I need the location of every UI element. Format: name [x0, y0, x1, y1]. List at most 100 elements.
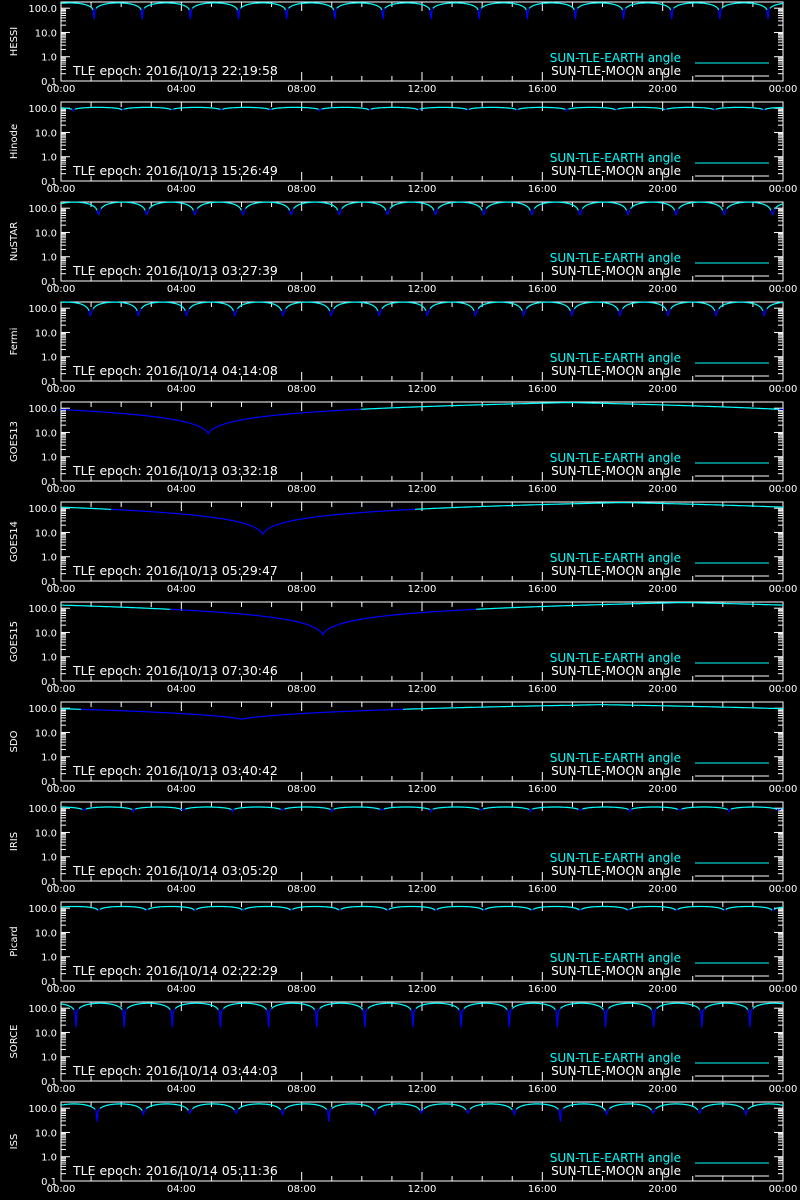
sun-tle-earth-curve [651, 1008, 658, 1028]
sun-tle-earth-curve [60, 201, 98, 211]
sun-tle-earth-curve [184, 308, 190, 318]
y-tick-label: 0.1 [41, 977, 57, 988]
sun-tle-earth-curve [341, 201, 387, 211]
sun-tle-earth-curve [284, 1103, 328, 1110]
x-tick-label: 08:00 [287, 184, 316, 195]
y-tick-label: 100.0 [28, 904, 57, 915]
sun-tle-earth-curve [432, 2, 479, 11]
sun-tle-earth-curve [477, 7, 482, 20]
sun-tle-earth-curve [402, 703, 783, 710]
tle-epoch-label: TLE epoch: 2016/10/13 07:30:46 [72, 663, 278, 678]
sun-tle-earth-curve [604, 1108, 610, 1117]
sun-tle-earth-curve [615, 108, 618, 111]
sun-tle-earth-curve [573, 7, 578, 20]
sun-tle-earth-curve [770, 208, 776, 215]
legend-moon-label: SUN-TLE-MOON angle [551, 464, 681, 478]
sun-tle-earth-curve [192, 1103, 235, 1111]
sun-tle-earth-curve [631, 806, 678, 810]
x-tick-label: 00:00 [769, 84, 798, 95]
tle-epoch-label: TLE epoch: 2016/10/14 04:14:08 [72, 363, 278, 378]
sun-tle-earth-curve [383, 806, 431, 811]
tle-epoch-label: TLE epoch: 2016/10/13 15:26:49 [72, 163, 278, 178]
legend-moon-label: SUN-TLE-MOON angle [551, 64, 681, 78]
x-tick-label: 12:00 [408, 484, 437, 495]
x-tick-label: 20:00 [648, 484, 677, 495]
sun-tle-earth-curve [780, 807, 784, 810]
sun-tle-earth-curve [236, 7, 242, 20]
sun-tle-earth-curve [525, 7, 530, 20]
sun-tle-earth-curve [146, 908, 149, 911]
legend-earth-label: SUN-TLE-EARTH angle [550, 951, 681, 965]
x-tick-label: 00:00 [47, 684, 76, 695]
y-tick-label: 10.0 [35, 428, 57, 439]
sun-tle-earth-curve [678, 201, 724, 211]
sun-tle-earth-curve [280, 1108, 286, 1117]
y-tick-label: 1.0 [41, 953, 57, 964]
sun-tle-earth-curve [124, 106, 172, 111]
y-tick-label: 100.0 [28, 304, 57, 315]
sun-tle-earth-curve [670, 301, 716, 312]
sun-tle-earth-curve [373, 1108, 379, 1117]
sun-tle-earth-curve [715, 106, 764, 111]
sun-tle-earth-curve [386, 908, 390, 911]
x-tick-label: 00:00 [47, 384, 76, 395]
x-tick-label: 00:00 [769, 984, 798, 995]
x-tick-label: 16:00 [528, 984, 557, 995]
sun-tle-earth-curve [196, 201, 243, 211]
legend-earth-label: SUN-TLE-EARTH angle [550, 851, 681, 865]
sun-tle-earth-curve [170, 608, 477, 637]
sun-tle-earth-curve [701, 1103, 745, 1111]
x-tick-label: 04:00 [167, 584, 196, 595]
sun-tle-earth-curve [747, 1008, 754, 1028]
y-tick-label: 1.0 [41, 253, 57, 264]
sun-tle-earth-curve [577, 208, 583, 215]
x-tick-label: 20:00 [648, 584, 677, 595]
satellite-label: Hinode [9, 124, 20, 159]
sun-tle-earth-curve [485, 201, 531, 211]
x-tick-label: 08:00 [287, 784, 316, 795]
sun-tle-earth-curve [111, 508, 416, 536]
sun-tle-earth-curve [121, 1008, 128, 1028]
sun-tle-earth-curve [429, 808, 434, 814]
legend-earth-label: SUN-TLE-EARTH angle [550, 1051, 681, 1065]
sun-tle-earth-curve [602, 1008, 609, 1028]
legend-earth-label: SUN-TLE-EARTH angle [550, 751, 681, 765]
sun-tle-earth-curve [388, 905, 436, 911]
x-tick-label: 12:00 [408, 784, 437, 795]
x-tick-label: 12:00 [408, 284, 437, 295]
sun-tle-earth-curve [81, 808, 87, 811]
sun-tle-earth-curve [655, 1103, 699, 1111]
sun-tle-earth-curve [174, 1002, 219, 1011]
sun-tle-earth-curve [81, 708, 403, 720]
sun-tle-earth-curve [78, 1002, 123, 1011]
x-tick-label: 16:00 [528, 684, 557, 695]
sun-tle-earth-curve [681, 806, 729, 811]
y-tick-label: 0.1 [41, 377, 57, 388]
sun-tle-earth-curve [85, 806, 133, 811]
tle-epoch-label: TLE epoch: 2016/10/13 03:27:39 [72, 263, 278, 278]
satellite-label: Picard [9, 926, 20, 957]
sun-tle-earth-curve [326, 1107, 333, 1122]
sun-tle-earth-curve [192, 208, 198, 215]
sun-tle-earth-curve [630, 201, 676, 211]
x-tick-label: 08:00 [287, 584, 316, 595]
sun-tle-earth-curve [463, 1002, 508, 1011]
sun-tle-earth-curve [721, 2, 768, 11]
y-tick-label: 1.0 [41, 553, 57, 564]
x-tick-label: 16:00 [528, 1084, 557, 1095]
sun-tle-earth-curve [293, 201, 339, 211]
sun-tle-earth-curve [666, 308, 672, 318]
sun-tle-earth-curve [697, 1108, 703, 1115]
satellite-label: GOES15 [9, 621, 20, 662]
x-tick-label: 04:00 [167, 84, 196, 95]
x-tick-label: 16:00 [528, 584, 557, 595]
sun-tle-earth-curve [718, 301, 764, 312]
x-tick-label: 20:00 [648, 984, 677, 995]
y-tick-label: 100.0 [28, 804, 57, 815]
y-tick-label: 10.0 [35, 328, 57, 339]
sun-tle-earth-curve [626, 208, 632, 215]
sun-tle-earth-curve [269, 108, 272, 111]
sun-tle-earth-curve [704, 1002, 749, 1011]
sun-tle-earth-curve [191, 2, 239, 11]
x-tick-label: 00:00 [769, 384, 798, 395]
